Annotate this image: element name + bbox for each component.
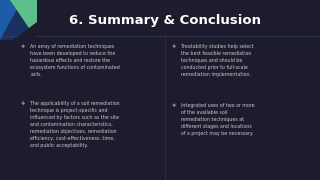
Text: ❖: ❖ [171,44,175,49]
Text: 6. Summary & Conclusion: 6. Summary & Conclusion [69,14,261,27]
Polygon shape [13,22,37,40]
Text: An array of remediation techniques
have been developed to reduce the
hazardous e: An array of remediation techniques have … [30,44,120,77]
Text: ❖: ❖ [21,44,25,49]
Text: The applicability of a soil remediation
technique is project-specific and
influe: The applicability of a soil remediation … [30,101,120,148]
Polygon shape [10,0,37,40]
Text: ❖: ❖ [171,103,175,108]
Polygon shape [0,0,22,40]
Polygon shape [0,0,37,40]
Text: ❖: ❖ [21,101,25,106]
Text: Treatability studies help select
the best feasible remediation
techniques and sh: Treatability studies help select the bes… [181,44,254,77]
Text: Integrated uses of two or more
of the available soil
remediation techniques at
d: Integrated uses of two or more of the av… [181,103,254,136]
